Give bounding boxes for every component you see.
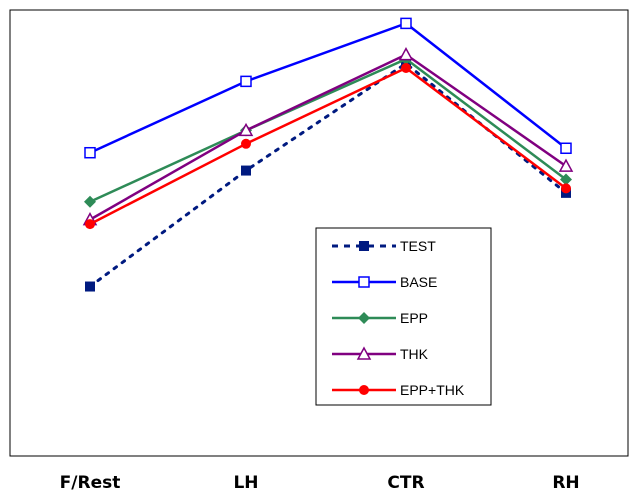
series-layer — [82, 17, 574, 292]
legend-item-thk: THK — [332, 346, 429, 362]
legend-marker-epp-thk — [359, 385, 369, 395]
point-base-ctr — [400, 17, 412, 30]
x-tick-label-lh: LH — [233, 473, 258, 493]
point-thk-lh — [238, 122, 254, 137]
legend-marker-thk — [356, 346, 372, 360]
series-epp-thk — [85, 62, 571, 230]
point-epp-rh — [560, 173, 572, 186]
series-line-epp-thk — [89, 66, 567, 226]
series-line-epp — [89, 57, 567, 203]
series-line-thk — [89, 53, 567, 221]
x-tick-label-rh: RH — [552, 473, 579, 493]
legend-item-base: BASE — [332, 274, 437, 290]
legend-item-epp-thk: EPP+THK — [332, 382, 465, 398]
legend-label-test: TEST — [400, 238, 436, 254]
x-tick-labels: F/Rest LH CTR RH — [60, 473, 580, 493]
legend-label-base: BASE — [400, 274, 437, 290]
point-base-rh — [560, 142, 572, 155]
legend-marker-epp — [358, 312, 370, 324]
point-test-f-rest — [85, 281, 95, 292]
legend: TEST BASE EPP THK EPP+THK — [315, 227, 492, 406]
legend-item-epp: EPP — [332, 310, 428, 326]
legend-marker-test — [359, 241, 369, 251]
point-test-lh — [241, 165, 251, 176]
point-thk-ctr — [398, 47, 414, 61]
point-epp-thk-lh — [241, 138, 251, 149]
series-base — [84, 17, 572, 159]
series-line-base — [89, 22, 567, 154]
legend-label-thk: THK — [400, 346, 429, 362]
point-base-f-rest — [84, 146, 96, 159]
point-base-lh — [240, 75, 252, 88]
legend-item-test: TEST — [332, 238, 436, 254]
point-epp-thk-ctr — [401, 62, 411, 73]
x-tick-label-f-rest: F/Rest — [60, 473, 121, 493]
legend-label-epp-thk: EPP+THK — [400, 382, 465, 398]
x-tick-label-ctr: CTR — [387, 473, 424, 493]
legend-label-epp: EPP — [400, 310, 428, 326]
point-epp-thk-f-rest — [85, 219, 95, 230]
point-epp-thk-rh — [561, 183, 571, 194]
point-thk-rh — [558, 158, 574, 172]
legend-box — [315, 227, 492, 406]
legend-marker-base — [358, 276, 370, 288]
point-epp-f-rest — [84, 195, 96, 208]
